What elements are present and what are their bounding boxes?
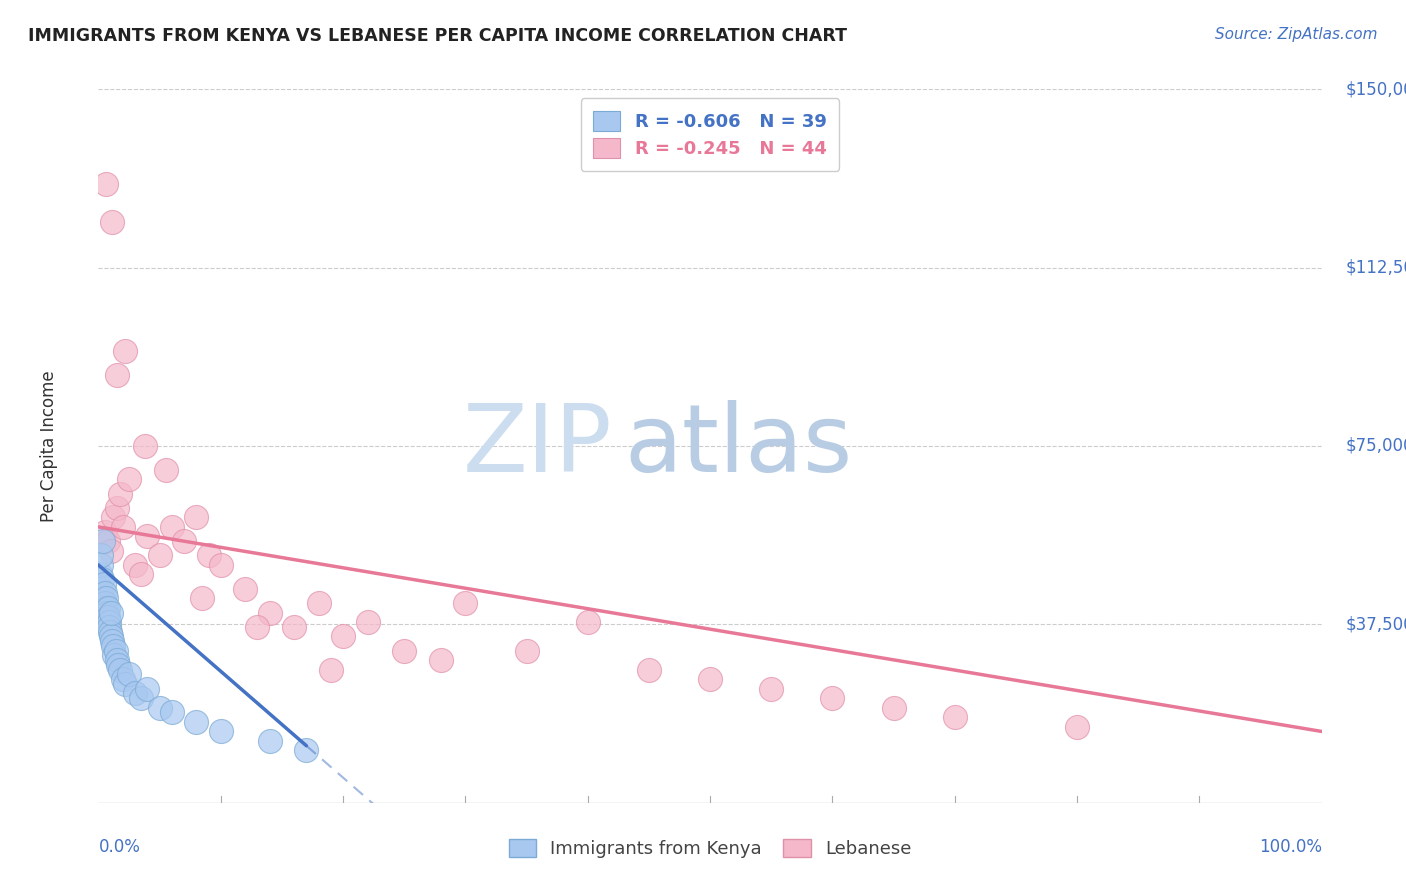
Point: [209, 724, 232, 739]
Point: [173, 534, 195, 549]
Point: [186, 714, 208, 729]
Point: [356, 615, 378, 629]
Point: [111, 672, 134, 686]
Point: [93, 524, 115, 539]
Point: [191, 591, 214, 606]
Point: [93, 586, 115, 600]
Point: [105, 368, 128, 382]
Point: [308, 596, 330, 610]
Point: [100, 606, 122, 620]
Text: $112,500: $112,500: [1346, 259, 1406, 277]
Point: [129, 567, 152, 582]
Point: [1066, 720, 1088, 734]
Point: [129, 691, 152, 706]
Point: [90, 558, 112, 572]
Point: [118, 667, 141, 681]
Point: [110, 663, 132, 677]
Point: [107, 657, 129, 672]
Text: atlas: atlas: [624, 400, 852, 492]
Point: [100, 629, 122, 643]
Point: [97, 600, 120, 615]
Point: [93, 596, 115, 610]
Text: 100.0%: 100.0%: [1258, 838, 1322, 856]
Point: [118, 472, 141, 486]
Point: [295, 743, 318, 757]
Text: Per Capita Income: Per Capita Income: [41, 370, 59, 522]
Point: [97, 534, 120, 549]
Point: [89, 582, 111, 596]
Point: [516, 643, 538, 657]
Point: [259, 734, 281, 748]
Point: [246, 620, 269, 634]
Point: [197, 549, 219, 563]
Point: [101, 639, 124, 653]
Point: [96, 591, 118, 606]
Point: [103, 648, 125, 663]
Point: [155, 463, 177, 477]
Point: [98, 620, 121, 634]
Point: [259, 606, 281, 620]
Point: [699, 672, 721, 686]
Point: [96, 606, 118, 620]
Point: [209, 558, 232, 572]
Text: $75,000: $75,000: [1346, 437, 1406, 455]
Point: [149, 549, 172, 563]
Point: [943, 710, 966, 724]
Point: [91, 534, 114, 549]
Text: Source: ZipAtlas.com: Source: ZipAtlas.com: [1215, 27, 1378, 42]
Point: [97, 610, 120, 624]
Text: 0.0%: 0.0%: [98, 838, 141, 856]
Point: [233, 582, 256, 596]
Text: ZIP: ZIP: [463, 400, 612, 492]
Point: [105, 500, 128, 515]
Point: [186, 510, 208, 524]
Point: [101, 634, 124, 648]
Point: [94, 178, 117, 192]
Point: [637, 663, 661, 677]
Point: [124, 558, 146, 572]
Text: IMMIGRANTS FROM KENYA VS LEBANESE PER CAPITA INCOME CORRELATION CHART: IMMIGRANTS FROM KENYA VS LEBANESE PER CA…: [28, 27, 848, 45]
Point: [883, 700, 905, 714]
Point: [91, 591, 114, 606]
Point: [136, 529, 159, 543]
Point: [160, 520, 183, 534]
Point: [97, 615, 120, 629]
Point: [134, 439, 156, 453]
Point: [136, 681, 159, 696]
Point: [111, 520, 134, 534]
Point: [114, 343, 136, 358]
Point: [319, 663, 342, 677]
Point: [98, 624, 121, 639]
Point: [93, 577, 115, 591]
Point: [101, 215, 124, 229]
Point: [94, 600, 117, 615]
Point: [101, 510, 124, 524]
Point: [821, 691, 844, 706]
Legend: Immigrants from Kenya, Lebanese: Immigrants from Kenya, Lebanese: [502, 831, 918, 865]
Point: [104, 643, 127, 657]
Point: [149, 700, 172, 714]
Point: [100, 543, 122, 558]
Point: [124, 686, 146, 700]
Text: $37,500: $37,500: [1346, 615, 1406, 633]
Point: [105, 653, 128, 667]
Point: [114, 677, 136, 691]
Point: [90, 549, 112, 563]
Point: [283, 620, 305, 634]
Point: [430, 653, 453, 667]
Point: [110, 486, 132, 500]
Point: [91, 572, 114, 586]
Text: $150,000: $150,000: [1346, 80, 1406, 98]
Point: [160, 706, 183, 720]
Point: [392, 643, 416, 657]
Point: [761, 681, 783, 696]
Point: [454, 596, 477, 610]
Point: [89, 567, 111, 582]
Point: [576, 615, 599, 629]
Point: [332, 629, 354, 643]
